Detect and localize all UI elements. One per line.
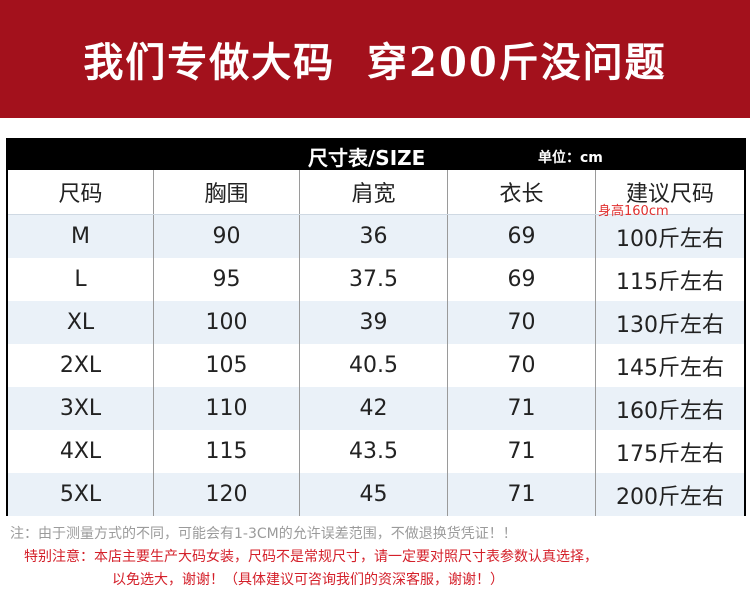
size-table-unit: 单位：cm bbox=[538, 150, 603, 166]
cell-length: 71 bbox=[448, 473, 596, 516]
table-row: 2XL 105 40.5 70 145斤左右 bbox=[8, 344, 744, 387]
cell-length: 70 bbox=[448, 344, 596, 387]
header-cell-shoulder: 肩宽 bbox=[300, 170, 448, 214]
header-cell-bust: 胸围 bbox=[154, 170, 300, 214]
size-table-title-bar: 尺寸表/SIZE 单位：cm bbox=[8, 140, 744, 170]
special-notice-continued: 以免选大，谢谢！（具体建议可咨询我们的资深客服，谢谢！） bbox=[112, 572, 504, 588]
cell-shoulder: 43.5 bbox=[300, 430, 448, 473]
cell-bust: 100 bbox=[154, 301, 300, 344]
cell-shoulder: 42 bbox=[300, 387, 448, 430]
size-table-header-row: 尺码 胸围 肩宽 衣长 建议尺码 身高160cm bbox=[8, 170, 744, 218]
cell-bust: 95 bbox=[154, 258, 300, 301]
table-row: L 95 37.5 69 115斤左右 bbox=[8, 258, 744, 301]
cell-length: 70 bbox=[448, 301, 596, 344]
table-row: M 90 36 69 100斤左右 bbox=[8, 214, 744, 258]
cell-bust: 110 bbox=[154, 387, 300, 430]
cell-shoulder: 45 bbox=[300, 473, 448, 516]
cell-length: 71 bbox=[448, 430, 596, 473]
cell-recommend: 175斤左右 bbox=[616, 441, 724, 467]
cell-size: 5XL bbox=[8, 473, 154, 516]
cell-shoulder: 40.5 bbox=[300, 344, 448, 387]
header-cell-recommend: 建议尺码 身高160cm bbox=[596, 170, 744, 218]
cell-shoulder: 37.5 bbox=[300, 258, 448, 301]
table-row: 5XL 120 45 71 200斤左右 bbox=[8, 473, 744, 516]
cell-bust: 120 bbox=[154, 473, 300, 516]
cell-size: L bbox=[8, 258, 154, 301]
cell-bust: 115 bbox=[154, 430, 300, 473]
table-row: XL 100 39 70 130斤左右 bbox=[8, 301, 744, 344]
cell-size: 4XL bbox=[8, 430, 154, 473]
cell-recommend: 200斤左右 bbox=[616, 484, 724, 510]
cell-length: 69 bbox=[448, 215, 596, 258]
cell-recommend: 145斤左右 bbox=[616, 355, 724, 381]
size-table-title: 尺寸表/SIZE bbox=[308, 146, 426, 170]
cell-shoulder: 39 bbox=[300, 301, 448, 344]
cell-recommend: 100斤左右 bbox=[616, 226, 724, 252]
measurement-note: 注：由于测量方式的不同，可能会有1-3CM的允许误差范围，不做退换货凭证！！ bbox=[10, 526, 517, 542]
size-table: 尺寸表/SIZE 单位：cm 尺码 胸围 肩宽 衣长 建议尺码 身高160cm … bbox=[6, 138, 746, 516]
cell-size: M bbox=[8, 215, 154, 258]
special-notice: 特别注意：本店主要生产大码女装，尺码不是常规尺寸，请一定要对照尺寸表参数认真选择… bbox=[24, 549, 598, 565]
cell-length: 69 bbox=[448, 258, 596, 301]
cell-size: 2XL bbox=[8, 344, 154, 387]
cell-shoulder: 36 bbox=[300, 215, 448, 258]
table-row: 3XL 110 42 71 160斤左右 bbox=[8, 387, 744, 430]
banner-title: 我们专做大码 穿200斤没问题 bbox=[83, 39, 667, 86]
cell-recommend: 115斤左右 bbox=[616, 269, 724, 295]
cell-bust: 90 bbox=[154, 215, 300, 258]
cell-bust: 105 bbox=[154, 344, 300, 387]
table-row: 4XL 115 43.5 71 175斤左右 bbox=[8, 430, 744, 473]
header-banner: 我们专做大码 穿200斤没问题 bbox=[0, 0, 750, 118]
cell-length: 71 bbox=[448, 387, 596, 430]
header-cell-length: 衣长 bbox=[448, 170, 596, 214]
cell-size: XL bbox=[8, 301, 154, 344]
cell-recommend: 130斤左右 bbox=[616, 312, 724, 338]
header-cell-size: 尺码 bbox=[8, 170, 154, 214]
header-recommend-label: 建议尺码 bbox=[625, 182, 714, 207]
cell-size: 3XL bbox=[8, 387, 154, 430]
cell-recommend: 160斤左右 bbox=[616, 398, 724, 424]
height-note: 身高160cm bbox=[598, 204, 669, 219]
